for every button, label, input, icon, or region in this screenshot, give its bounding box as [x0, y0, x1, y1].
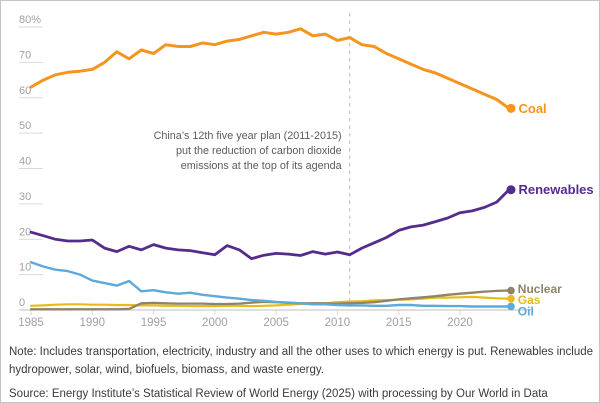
y-tick-label-60: 60	[19, 85, 31, 97]
series-end-dot-renewables	[506, 185, 516, 195]
y-tick-label-80: 80%	[19, 14, 41, 26]
series-label-gas: Gas	[518, 293, 541, 307]
y-tick-label-50: 50	[19, 120, 31, 132]
series-end-dot-nuclear	[507, 286, 515, 295]
note-text: Note: Includes transportation, electrici…	[9, 346, 594, 376]
y-tick-label-30: 30	[19, 191, 31, 203]
series-line-oil	[29, 261, 511, 308]
series-end-dot-oil	[507, 302, 515, 311]
x-tick-label-2020: 2020	[447, 317, 473, 329]
x-tick-label-1995: 1995	[141, 317, 167, 329]
annotation-line-1: China’s 12th five year plan (2011-2015)	[154, 130, 342, 142]
series-label-coal: Coal	[519, 101, 547, 116]
y-tick-label-20: 20	[19, 226, 31, 238]
y-tick-label-70: 70	[19, 49, 31, 61]
x-tick-label-2005: 2005	[263, 317, 289, 329]
series-label-renewables: Renewables	[519, 182, 594, 197]
annotation-line-2: put the reduction of carbon dioxide	[176, 145, 342, 157]
chart-footer: Note: Includes transportation, electrici…	[9, 343, 595, 403]
x-tick-label-2000: 2000	[202, 317, 228, 329]
x-tick-label-2015: 2015	[386, 317, 412, 329]
series-line-renewables	[29, 188, 511, 261]
annotation-line-3: emissions at the top of its agenda	[181, 160, 342, 172]
source-text: Source: Energy Institute’s Statistical R…	[9, 388, 548, 400]
x-tick-label-2010: 2010	[325, 317, 351, 329]
series-end-dot-coal	[506, 103, 516, 113]
y-tick-label-10: 10	[19, 262, 31, 274]
series-label-oil: Oil	[518, 304, 534, 318]
series-label-nuclear: Nuclear	[518, 282, 562, 296]
x-tick-label-1985: 1985	[18, 317, 44, 329]
y-tick-label-0: 0	[19, 297, 25, 309]
x-tick-label-1990: 1990	[79, 317, 105, 329]
series-end-dot-gas	[507, 294, 515, 303]
y-tick-label-40: 40	[19, 156, 31, 168]
series-line-gas	[29, 295, 511, 308]
series-line-coal	[29, 27, 511, 110]
